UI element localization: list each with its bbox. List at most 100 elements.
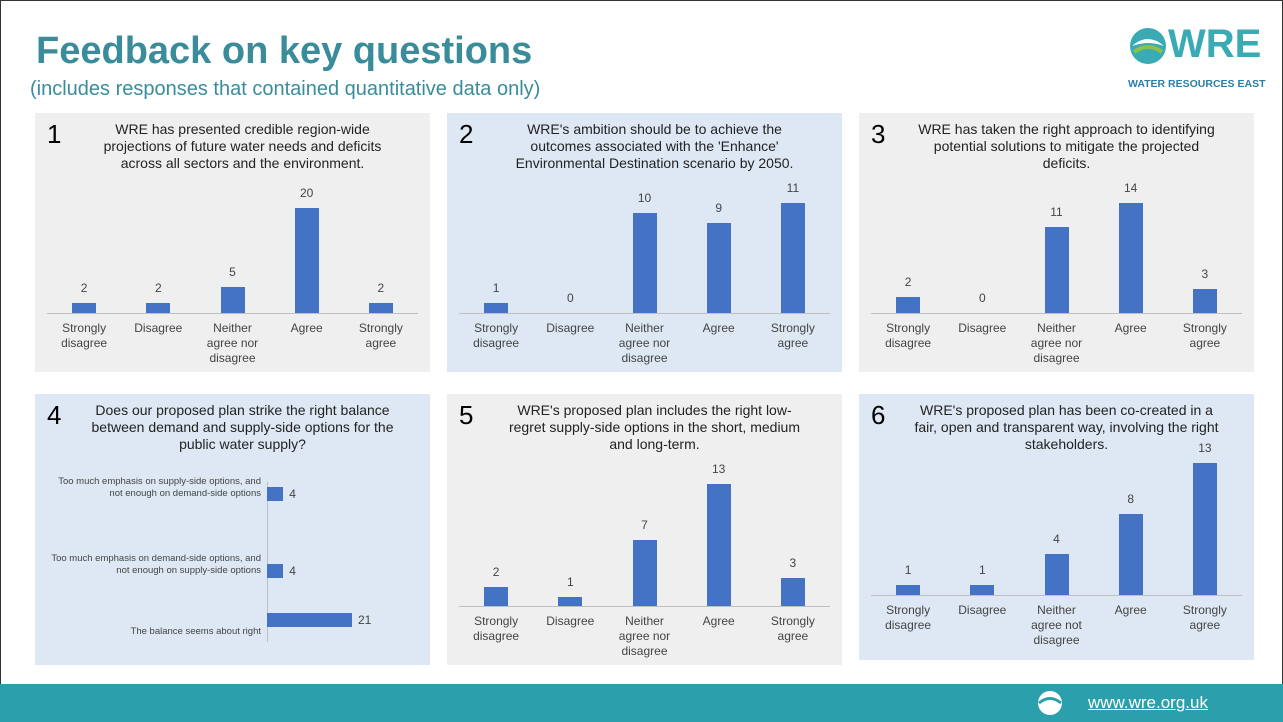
axis-line [871, 595, 1242, 596]
value-label: 1 [566, 574, 574, 589]
value-label: 2 [154, 280, 162, 295]
value-label: 9 [715, 201, 723, 215]
category-label: Strongly agree [770, 321, 815, 350]
bar [72, 302, 97, 313]
value-label: 14 [1124, 181, 1138, 195]
axis-line [47, 313, 418, 314]
category-label: Strongly disagree [885, 603, 932, 632]
panel-number: 6 [871, 400, 886, 430]
bar [1192, 463, 1217, 595]
category-label: Disagree [546, 321, 595, 335]
chart-title: WRE's proposed plan includes the right l… [508, 402, 801, 452]
bar [970, 584, 995, 595]
bar [484, 303, 509, 313]
category-label: Agree [1114, 321, 1147, 335]
category-label: Strongly disagree [473, 614, 520, 643]
chart-title: WRE has presented credible region-wide p… [103, 121, 382, 171]
value-label: 5 [229, 264, 236, 279]
bar [484, 587, 509, 606]
category-label: Disagree [134, 321, 183, 335]
panel-number: 2 [459, 119, 474, 149]
chart-panel: 6 WRE's proposed plan has been co-created… [859, 394, 1254, 660]
value-label: 8 [1127, 491, 1135, 506]
axis-line [459, 606, 830, 607]
category-label: Disagree [546, 614, 595, 628]
bar [558, 596, 583, 606]
value-label: 4 [289, 564, 296, 578]
bar [368, 302, 393, 313]
logo-subtitle: WATER RESOURCES EAST [1128, 78, 1266, 90]
category-label: Agree [290, 321, 323, 335]
value-label: 1 [904, 562, 912, 577]
category-label: Too much emphasis on demand-side options… [51, 553, 261, 576]
bar [896, 297, 921, 313]
chart-panel: 4 Does our proposed plan strike the right… [35, 394, 430, 665]
value-label: 13 [712, 462, 726, 476]
bar [706, 484, 731, 606]
bar [1044, 226, 1069, 313]
category-label: Agree [702, 321, 735, 335]
bar [632, 540, 657, 606]
chart-panel: 3 WRE has taken the right approach to ide… [859, 113, 1254, 372]
value-label: 10 [637, 191, 652, 205]
value-label: 4 [289, 487, 296, 501]
value-label: 2 [80, 280, 88, 295]
logo-icon [1130, 28, 1166, 64]
logo: WRE WATER RESOURCES EAST [1128, 22, 1274, 94]
axis-line [459, 313, 830, 314]
bar [1118, 513, 1143, 595]
value-label: 11 [1050, 204, 1063, 219]
value-label: 2 [492, 565, 500, 580]
category-label: Neither agree not disagree [1031, 603, 1082, 647]
title: Feedback on key questions [36, 30, 533, 72]
category-label: Agree [1114, 603, 1147, 617]
bar [267, 613, 352, 627]
category-label: Strongly agree [770, 614, 815, 643]
category-label: Neither agree nor disagree [618, 614, 671, 658]
footer: www.wre.org.uk [0, 684, 1283, 722]
footer-url[interactable]: www.wre.org.uk [1088, 693, 1208, 712]
value-label: 1 [978, 562, 986, 577]
value-label: 3 [789, 555, 797, 570]
bar [146, 302, 171, 313]
category-label: Neither agree nor disagree [618, 321, 671, 365]
bar [1192, 289, 1217, 313]
category-label: Disagree [958, 603, 1007, 617]
bar [294, 208, 319, 313]
bar [780, 203, 805, 313]
chart-title: Does our proposed plan strike the right … [91, 402, 394, 452]
value-label: 13 [1198, 441, 1212, 455]
category-label: Strongly disagree [473, 321, 520, 350]
subtitle: (includes responses that contained quant… [30, 78, 541, 100]
panel-number: 3 [871, 119, 886, 149]
value-label: 7 [641, 518, 648, 533]
bar [220, 286, 245, 313]
footer-icon [1038, 691, 1062, 715]
bar [1118, 203, 1143, 313]
chart-panel: 2 WRE's ambition should be to achieve the… [447, 113, 842, 372]
value-label: 3 [1201, 267, 1209, 282]
bar [632, 213, 657, 313]
category-label: Strongly disagree [885, 321, 932, 350]
bar [896, 584, 921, 595]
bar [1044, 554, 1069, 595]
panel-number: 4 [47, 400, 62, 430]
value-label: 21 [358, 613, 372, 627]
value-label: 2 [904, 275, 912, 290]
category-label: Neither agree nor disagree [1030, 321, 1083, 365]
category-label: Strongly disagree [61, 321, 108, 350]
value-label: 1 [492, 281, 500, 295]
chart-title: WRE's proposed plan has been co-created … [914, 402, 1219, 452]
chart-panel: 5 WRE's proposed plan includes the right … [447, 394, 842, 665]
value-label: 0 [566, 291, 574, 305]
bar [780, 577, 805, 606]
value-label: 4 [1053, 532, 1060, 547]
bar [267, 564, 284, 578]
panel-number: 1 [47, 119, 62, 149]
category-label: Strongly agree [358, 321, 403, 350]
value-label: 20 [300, 186, 314, 200]
value-label: 2 [377, 280, 385, 295]
category-label: Strongly agree [1182, 321, 1227, 350]
chart-title: WRE has taken the right approach to iden… [918, 121, 1215, 171]
